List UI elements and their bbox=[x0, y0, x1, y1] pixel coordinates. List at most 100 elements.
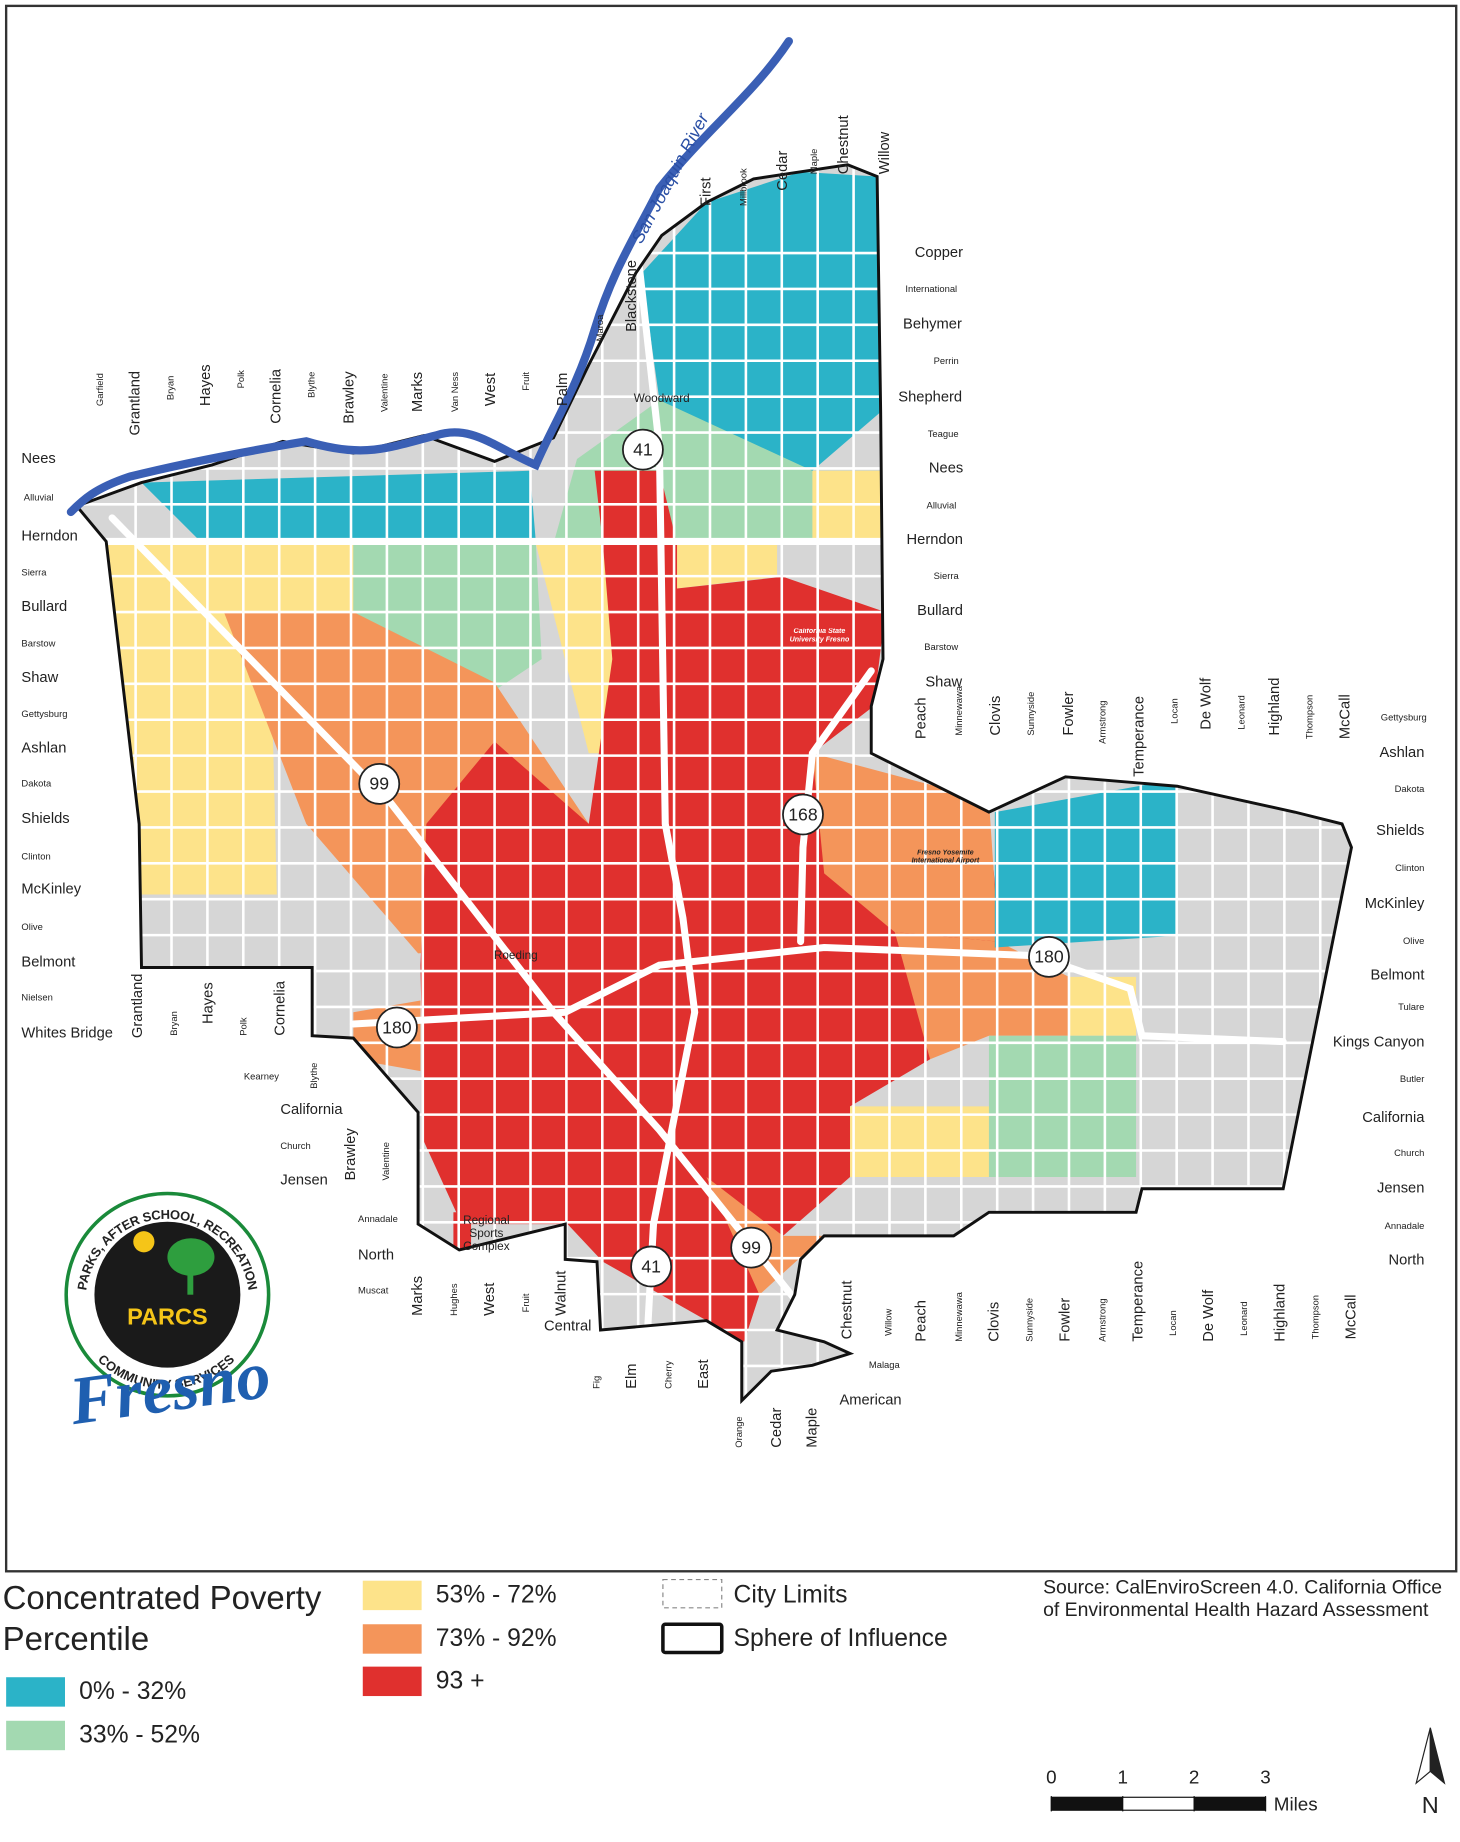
street-label: Fruit bbox=[520, 1293, 531, 1312]
street-label: De Wolf bbox=[1201, 1289, 1217, 1342]
label-layer: San Joaquin River41991681801809941Califo… bbox=[21, 109, 1426, 1448]
logo-trunk bbox=[187, 1271, 194, 1295]
legend-title-box: Concentrated Poverty Percentile bbox=[3, 1580, 322, 1658]
logo-center-text: PARCS bbox=[127, 1303, 208, 1329]
street-label: Cornelia bbox=[272, 980, 288, 1036]
street-label: Fig bbox=[590, 1376, 601, 1389]
street-label: Bullard bbox=[21, 599, 67, 615]
street-label: Annadale bbox=[358, 1213, 398, 1224]
highway-shield-label: 41 bbox=[641, 1256, 661, 1276]
street-label: Teague bbox=[928, 428, 959, 439]
street-label: West bbox=[482, 1283, 498, 1316]
street-label: Church bbox=[1394, 1147, 1424, 1158]
street-label: Chestnut bbox=[836, 115, 852, 174]
street-label: California bbox=[280, 1102, 343, 1118]
street-label: Shields bbox=[1376, 823, 1424, 839]
street-label: Perrin bbox=[934, 355, 959, 366]
street-label: Clovis bbox=[987, 1302, 1003, 1342]
street-label: Grantland bbox=[130, 974, 146, 1039]
city-limits-swatch bbox=[662, 1578, 723, 1609]
poverty-zone bbox=[850, 1106, 989, 1177]
legend-label: 33% - 52% bbox=[79, 1722, 200, 1749]
street-label: Sierra bbox=[21, 567, 47, 578]
scale-tick-label: 1 bbox=[1117, 1766, 1127, 1787]
street-label: Highland bbox=[1267, 678, 1283, 736]
street-label: Maple bbox=[808, 149, 819, 175]
airport-label: Fresno Yosemite International Airport bbox=[911, 849, 980, 866]
legend-label: 93 + bbox=[436, 1667, 485, 1694]
street-label: Annadale bbox=[1385, 1220, 1425, 1231]
street-label: Barstow bbox=[21, 637, 55, 648]
street-label: Temperance bbox=[1131, 696, 1147, 777]
street-label: California bbox=[1362, 1110, 1425, 1126]
csu-label: California State University Fresno bbox=[789, 628, 850, 644]
highway-shield-label: 99 bbox=[369, 774, 389, 794]
street-label: McCall bbox=[1343, 1294, 1359, 1339]
base-layer bbox=[66, 37, 1353, 1405]
street-label: Gettysburg bbox=[21, 708, 67, 719]
street-label: Cherry bbox=[662, 1360, 673, 1389]
city-outline bbox=[74, 163, 1353, 1405]
street-label: Sunnyside bbox=[1024, 1298, 1035, 1342]
north-arrow-left bbox=[1415, 1727, 1431, 1785]
street-label: Locan bbox=[1167, 1310, 1178, 1336]
street-label: Barstow bbox=[924, 641, 958, 652]
street-label: Blythe bbox=[306, 372, 317, 398]
poverty-zone bbox=[812, 470, 881, 544]
street-label: East bbox=[696, 1359, 712, 1388]
street-label: American bbox=[839, 1393, 901, 1409]
street-label: Blackstone bbox=[624, 260, 640, 332]
street-label: Valentine bbox=[380, 1142, 391, 1181]
poverty-zone bbox=[894, 932, 1069, 1060]
roeding-label: Roeding bbox=[494, 949, 538, 962]
legend-swatch bbox=[362, 1580, 422, 1611]
street-label: West bbox=[483, 373, 499, 406]
street-label: Elm bbox=[624, 1364, 640, 1389]
street-label: Hughes bbox=[448, 1283, 459, 1316]
street-label: Nielsen bbox=[21, 992, 52, 1003]
street-label: Shaw bbox=[21, 670, 58, 686]
street-label: Muscat bbox=[358, 1285, 389, 1296]
street-label: Willow bbox=[882, 1309, 893, 1336]
highway-shield bbox=[622, 428, 664, 471]
street-label: Willow bbox=[877, 131, 893, 174]
street-label: Temperance bbox=[1130, 1261, 1146, 1342]
street-label: Shields bbox=[21, 811, 69, 827]
scale-segment bbox=[1122, 1796, 1195, 1811]
street-label: Maroa bbox=[594, 314, 605, 341]
street-label: Central bbox=[544, 1318, 591, 1334]
street-label: Tulare bbox=[1398, 1001, 1424, 1012]
street-label: Leonard bbox=[1235, 695, 1246, 730]
street-label: Armstrong bbox=[1097, 1298, 1108, 1341]
street-label: Hayes bbox=[200, 982, 216, 1024]
logo-tree bbox=[167, 1238, 215, 1276]
north-arrow-right bbox=[1429, 1727, 1446, 1785]
street-label: Kings Canyon bbox=[1333, 1035, 1425, 1051]
street-label: Belmont bbox=[1370, 968, 1424, 984]
legend-swatch bbox=[362, 1624, 422, 1654]
street-label: Orange bbox=[733, 1416, 744, 1447]
street-label: Millbrook bbox=[738, 168, 749, 206]
street-label: Minnewawa bbox=[953, 1291, 964, 1341]
street-label: Polk bbox=[237, 1017, 248, 1036]
street-label: Cedar bbox=[775, 151, 791, 191]
street-label: Fowler bbox=[1057, 1298, 1073, 1342]
street-label: Grantland bbox=[128, 371, 144, 436]
street-label: Brawley bbox=[343, 1128, 359, 1181]
street-label: Cornelia bbox=[269, 368, 285, 424]
street-label: Blythe bbox=[308, 1063, 319, 1089]
street-label: Alluvial bbox=[24, 491, 54, 502]
street-label: Butler bbox=[1400, 1073, 1425, 1084]
legend-label: 73% - 92% bbox=[436, 1625, 557, 1652]
street-label: Clovis bbox=[988, 696, 1004, 736]
street-label: Cedar bbox=[769, 1408, 785, 1448]
sphere-label: Sphere of Influence bbox=[734, 1625, 948, 1652]
street-label: Whites Bridge bbox=[21, 1025, 113, 1041]
street-label: Bullard bbox=[917, 603, 963, 619]
legend-swatch bbox=[6, 1677, 65, 1707]
street-label: Bryan bbox=[168, 1011, 179, 1036]
street-label: Highland bbox=[1273, 1284, 1289, 1342]
street-label: McCall bbox=[1337, 694, 1353, 739]
street-label: Minnewawa bbox=[953, 685, 964, 735]
scale-tick-label: 0 bbox=[1046, 1766, 1056, 1787]
